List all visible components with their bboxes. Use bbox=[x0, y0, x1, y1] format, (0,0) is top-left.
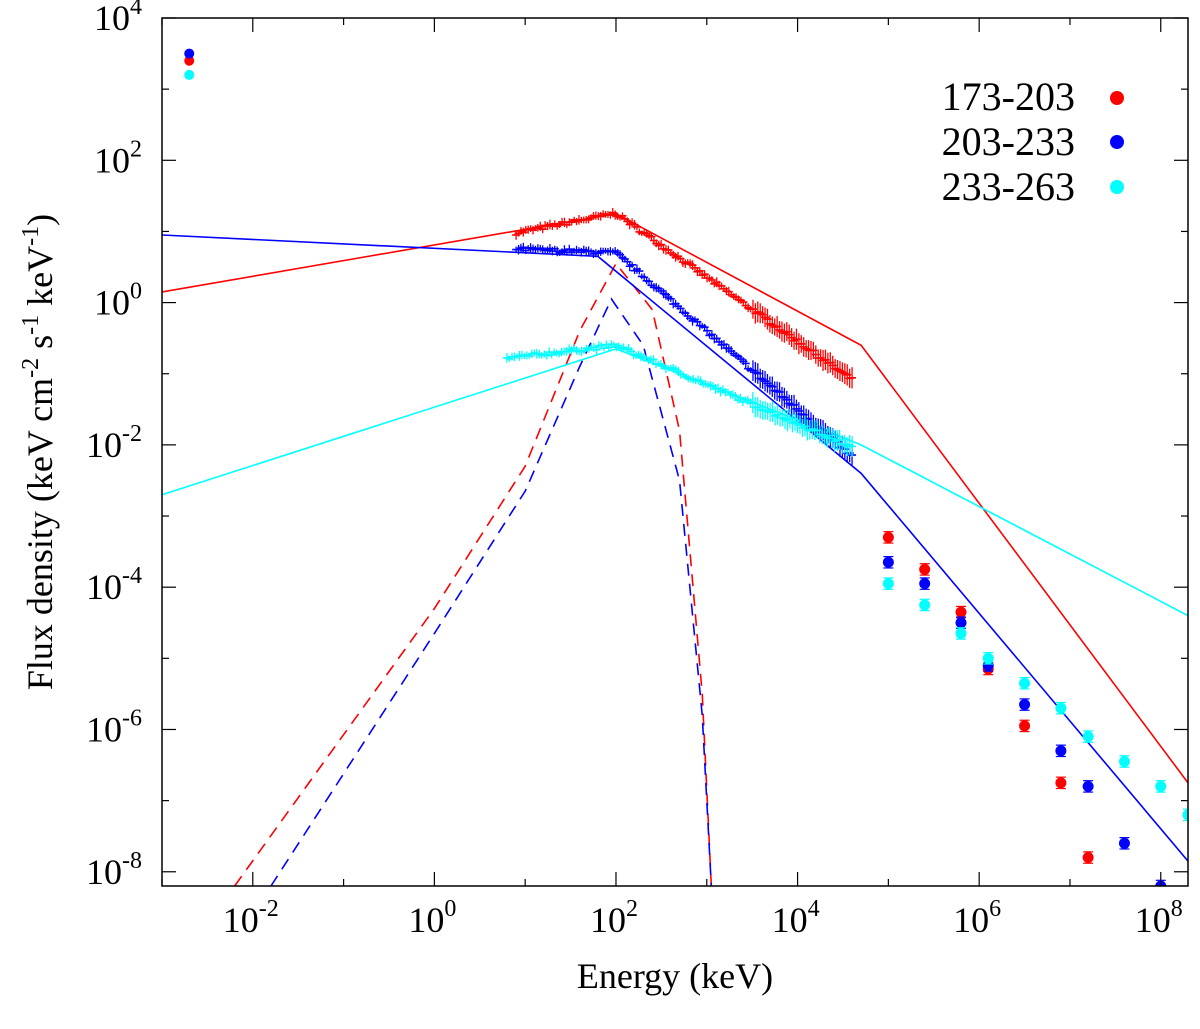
axes-layer: 10-2 100 102 104 106 10810410210010-210-410-6… bbox=[86, 0, 1189, 940]
y-tick-label-base: 10 bbox=[86, 567, 122, 607]
x-tick-label: 102 bbox=[590, 896, 638, 940]
x-tick-label: 108 bbox=[1135, 896, 1183, 940]
x-tick-label-exp: 2 bbox=[626, 896, 638, 922]
y-tick-label: 10-2 bbox=[86, 421, 142, 465]
y-axis-label-exp-2: -1 bbox=[18, 315, 44, 335]
data-point-233-263 bbox=[1155, 780, 1167, 792]
x-tick-label: 10-2 bbox=[223, 896, 279, 940]
outlier-point-173-203 bbox=[184, 55, 195, 66]
legend-marker-233-263 bbox=[1110, 180, 1124, 194]
x-tick-label-base: 10 bbox=[408, 900, 444, 940]
data-point-173-203 bbox=[919, 563, 931, 575]
x-tick-label-base: 10 bbox=[223, 900, 259, 940]
outlier-point-203-233 bbox=[184, 48, 195, 59]
model-line-203-233 bbox=[162, 234, 1188, 862]
data-point-173-203 bbox=[1055, 777, 1067, 789]
data-point-173-203 bbox=[1082, 852, 1094, 864]
y-axis-label-part-b: s bbox=[20, 335, 60, 358]
data-points-layer bbox=[184, 48, 1188, 886]
y-tick-label-exp: 0 bbox=[130, 279, 142, 305]
data-point-233-263 bbox=[882, 578, 894, 590]
y-tick-label-base: 10 bbox=[94, 140, 130, 180]
y-tick-label: 104 bbox=[94, 0, 142, 38]
data-point-233-263 bbox=[1019, 677, 1031, 689]
x-tick-label: 106 bbox=[953, 896, 1001, 940]
data-point-203-233 bbox=[882, 556, 894, 568]
data-point-233-263 bbox=[1118, 755, 1130, 767]
x-axis-label: Energy (keV) bbox=[577, 956, 773, 996]
y-tick-label-exp: 2 bbox=[130, 136, 142, 162]
x-tick-label-exp: 8 bbox=[1171, 896, 1183, 922]
legend-label-233-263: 233-263 bbox=[942, 164, 1075, 209]
y-tick-label-exp: 4 bbox=[130, 0, 142, 20]
legend-marker-203-233 bbox=[1110, 135, 1124, 149]
y-tick-label: 100 bbox=[94, 279, 142, 323]
y-tick-label-base: 10 bbox=[86, 425, 122, 465]
legend-label-203-233: 203-233 bbox=[942, 119, 1075, 164]
y-tick-label: 10-6 bbox=[86, 705, 142, 749]
y-axis-label-part-a: Flux density (keV cm bbox=[20, 378, 60, 690]
legend-label-173-203: 173-203 bbox=[942, 74, 1075, 119]
y-tick-label: 102 bbox=[94, 136, 142, 180]
outlier-point-233-263 bbox=[184, 69, 195, 80]
data-point-233-263 bbox=[919, 599, 931, 611]
x-tick-label-exp: 6 bbox=[989, 896, 1001, 922]
data-point-233-263 bbox=[1055, 702, 1067, 714]
y-tick-label-base: 10 bbox=[94, 283, 130, 323]
x-tick-label-exp: -2 bbox=[259, 896, 279, 922]
y-tick-label-base: 10 bbox=[86, 852, 122, 892]
x-tick-label-exp: 0 bbox=[444, 896, 456, 922]
data-point-203-233 bbox=[955, 617, 967, 629]
model-line-173-203 bbox=[162, 212, 1188, 784]
data-point-233-263 bbox=[955, 627, 967, 639]
data-point-173-203 bbox=[882, 531, 894, 543]
dashed-component-203-233 bbox=[270, 297, 713, 886]
y-tick-label: 10-4 bbox=[86, 563, 142, 607]
x-tick-label-base: 10 bbox=[1135, 900, 1171, 940]
legend-marker-173-203 bbox=[1110, 91, 1124, 105]
y-axis-label-exp-1: -2 bbox=[18, 358, 44, 378]
data-point-233-263 bbox=[1082, 731, 1094, 743]
y-tick-label-base: 10 bbox=[94, 0, 130, 38]
x-tick-label: 104 bbox=[772, 896, 820, 940]
y-tick-label-exp: -8 bbox=[122, 848, 142, 874]
legend: 173-203 203-233 233-263 bbox=[942, 74, 1124, 209]
data-point-173-203 bbox=[955, 606, 967, 618]
y-axis-label: Flux density (keV cm-2 s-1 keV-1) bbox=[18, 214, 60, 690]
y-axis-label-part-c: keV bbox=[20, 246, 60, 315]
data-point-233-263 bbox=[1182, 809, 1188, 821]
data-point-203-233 bbox=[1082, 780, 1094, 792]
y-tick-label-exp: -2 bbox=[122, 421, 142, 447]
y-tick-label-exp: -6 bbox=[122, 705, 142, 731]
y-tick-label-exp: -4 bbox=[122, 563, 142, 589]
x-tick-label-exp: 4 bbox=[808, 896, 820, 922]
data-point-203-233 bbox=[1055, 745, 1067, 757]
data-point-203-233 bbox=[919, 578, 931, 590]
x-tick-label-base: 10 bbox=[953, 900, 989, 940]
y-tick-label: 10-8 bbox=[86, 848, 142, 892]
x-tick-label-base: 10 bbox=[772, 900, 808, 940]
y-axis-label-part-d: ) bbox=[20, 214, 60, 226]
data-point-203-233 bbox=[1118, 837, 1130, 849]
y-axis-label-exp-3: -1 bbox=[18, 226, 44, 246]
plot-frame bbox=[161, 17, 1189, 887]
data-point-173-203 bbox=[1019, 720, 1031, 732]
data-point-233-263 bbox=[982, 652, 994, 664]
x-tick-label: 100 bbox=[408, 896, 456, 940]
data-point-203-233 bbox=[1019, 699, 1031, 711]
x-tick-label-base: 10 bbox=[590, 900, 626, 940]
y-tick-label-base: 10 bbox=[86, 709, 122, 749]
